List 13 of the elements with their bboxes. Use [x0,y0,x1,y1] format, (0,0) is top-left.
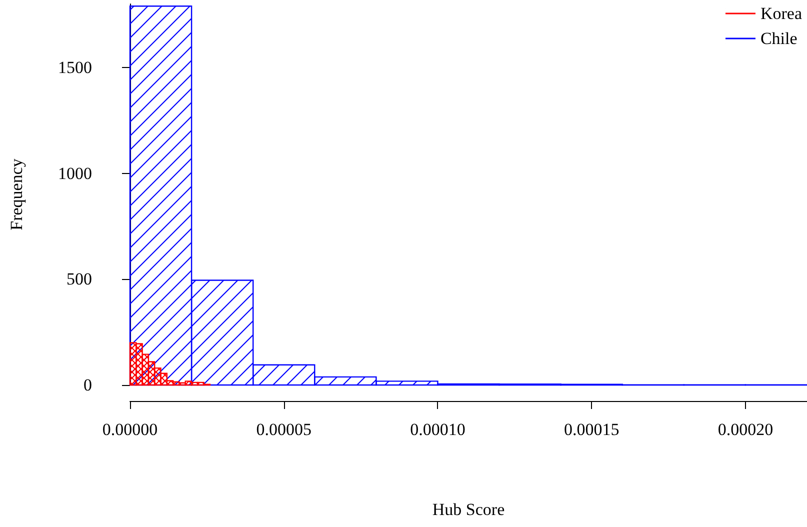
x-tick-label: 0.00010 [410,420,466,439]
y-tick-label: 1000 [58,164,92,183]
y-tick-label: 1500 [58,58,92,77]
x-tick-label: 0.00020 [718,420,774,439]
x-tick-label: 0.00005 [256,420,312,439]
y-axis-title: Frequency [7,158,26,230]
x-tick-label: 0.00000 [102,420,158,439]
x-tick-label: 0.00015 [564,420,620,439]
text: Korea [760,4,802,23]
text: Chile [760,29,798,48]
y-tick-label: 0 [84,376,92,394]
y-tick-label: 500 [66,270,92,289]
x-axis-title: Hub Score [432,500,505,519]
